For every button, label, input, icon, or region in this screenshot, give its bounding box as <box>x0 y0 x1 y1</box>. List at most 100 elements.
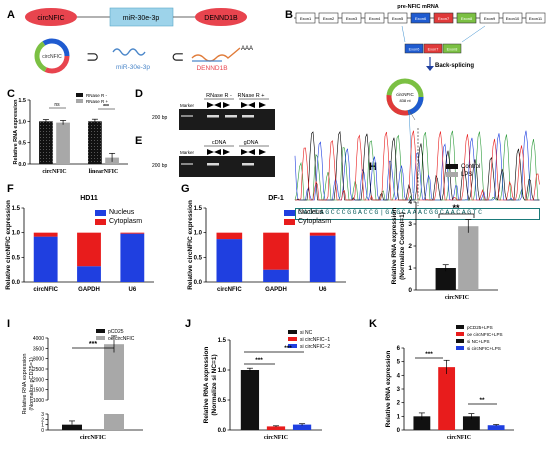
circnfic-ring-icon <box>386 78 424 116</box>
y-tick-label: 2 <box>408 243 412 250</box>
y-axis-label: Relative RNA expression <box>391 208 398 285</box>
significance-label: ** <box>479 397 485 404</box>
exon-label: Exon1 <box>300 16 312 21</box>
bar-oe-circnfic-lps <box>438 367 456 430</box>
x-tick-label: circNFIC <box>80 434 107 441</box>
y-tick-label: 1000 <box>33 398 44 404</box>
x-tick-label: circNFIC <box>217 287 242 293</box>
panel-letter-e: E <box>135 135 143 147</box>
sanger-chromatogram <box>294 130 540 202</box>
legend-label: si NC+LPS <box>467 339 490 344</box>
dennd1b-ellipse <box>195 8 247 26</box>
significance-label: *** <box>425 351 433 358</box>
panel-letter-j: J <box>185 318 192 330</box>
panel-letter-i: I <box>7 318 11 330</box>
y-tick-label: 1.0 <box>12 231 21 237</box>
mirna-squiggle-icon <box>112 48 146 56</box>
chart-title: HD11 <box>80 195 98 202</box>
panel-letter-d: D <box>135 88 143 100</box>
x-tick-label: U6 <box>128 287 136 293</box>
panel-letter-c: C <box>7 88 15 100</box>
exon-box-6 <box>410 12 431 24</box>
bar-si-circnfic-2 <box>292 424 312 430</box>
y-axis-label: Relative RNA expression <box>203 347 210 424</box>
legend-label: Cytoplasm <box>109 218 142 225</box>
bar-rnase-r- <box>56 122 70 164</box>
legend-swatch <box>284 210 295 216</box>
gel-d-label-1: RNase R - <box>206 93 232 99</box>
bar-lps <box>458 226 479 290</box>
exon-box-7 <box>433 12 454 24</box>
ring-length-label: 838 nt <box>399 98 411 103</box>
bar-cytoplasm <box>216 232 243 240</box>
exon-label: Exon6 <box>415 16 427 21</box>
legend-swatch <box>95 210 106 216</box>
legend-label: oe circNFIC <box>108 336 135 342</box>
panel-a-schematic: circNFIC miR-30e-3p DENND1B circNFIC ⊃ ⊂… <box>25 7 253 74</box>
bar-cytoplasm <box>33 232 58 237</box>
y-axis-label-2: (Normalize si NC=1) <box>211 354 218 415</box>
small-exon-row: Exon6 Exon7 Exon8 <box>404 43 462 54</box>
exon-label: Exon2 <box>323 16 335 21</box>
bar-nucleus <box>309 235 336 282</box>
binding-arrow-icon: ⊂ <box>171 49 184 66</box>
significance-label: ns <box>54 102 60 108</box>
bar-nucleus <box>216 239 243 282</box>
y-tick-label: 3 <box>41 412 44 418</box>
x-tick-label: GAPDH <box>78 287 100 293</box>
legend-label: pCD25+LPS <box>467 325 493 330</box>
y-tick-label: 3500 <box>33 346 44 352</box>
y-tick-label: 1 <box>397 414 401 420</box>
bar-cytoplasm <box>263 232 289 270</box>
y-tick-label: 0.0 <box>18 162 26 168</box>
y-tick-label: 6 <box>397 346 401 352</box>
small-exon-label: Exon7 <box>428 48 439 52</box>
ring-name-label: circNFIC <box>396 92 414 97</box>
back-splicing-label: Back-splicing <box>435 63 474 69</box>
y-tick-label: 0 <box>41 428 44 434</box>
chart-h: 0 1 2 3 4 Relative RNA expression (Normalize C… <box>391 164 498 301</box>
binding-arrow-icon: ⊃ <box>86 49 99 66</box>
legend-label: Control <box>461 164 480 170</box>
legend-label: si circNFIC−1 <box>300 337 330 343</box>
legend-label: RNase R - <box>86 93 108 98</box>
y-axis-label: Relative circNFIC expression <box>5 200 12 290</box>
exon-label: Exon3 <box>346 16 358 21</box>
legend-swatch <box>95 219 106 225</box>
y-tick-label: 4 <box>408 199 412 206</box>
exon-label: Exon11 <box>529 16 543 21</box>
y-tick-label: 3000 <box>33 357 44 363</box>
small-exon-box <box>404 43 424 54</box>
chart-k: 0 1 2 3 4 5 6 Relative RNA expression circNFIC pC… <box>385 325 514 441</box>
y-tick-label: 1 <box>41 423 44 429</box>
small-exon-label: Exon8 <box>447 48 458 52</box>
x-tick-label: circNFIC <box>264 435 288 441</box>
legend-label: LPS <box>461 172 472 178</box>
significance-label: ** <box>452 203 460 213</box>
small-exon-box <box>442 43 462 54</box>
mrna-small-label: DENND1B <box>196 65 227 72</box>
exon-box-3 <box>341 12 362 24</box>
gel-image <box>179 109 275 130</box>
legend-label: Nucleus <box>109 209 135 216</box>
exon-label: Exon5 <box>392 16 404 21</box>
legend-label: si NC <box>300 330 313 336</box>
exon-label: Exon8 <box>461 16 473 21</box>
y-tick-label: 1500 <box>33 388 44 394</box>
gel-e-marker-label: Marker <box>180 150 195 155</box>
exon-box-1 <box>295 12 316 24</box>
legend-swatch <box>446 172 458 177</box>
y-tick-label: 1.0 <box>194 231 203 237</box>
pre-mrna-title: pre-NFIC mRNA <box>397 4 439 10</box>
y-tick-label: 4000 <box>33 336 44 342</box>
exon-row: Exon1 Exon2 Exon3 Exon4 Exon5 Exon6 Exon7 Exon8… <box>295 12 546 24</box>
down-arrow-head-icon <box>426 66 434 71</box>
y-axis-label-2: (Normalize Control=1) <box>399 212 406 280</box>
bar-si-nc <box>240 370 260 430</box>
panel-letter-a: A <box>7 9 15 21</box>
y-tick-label: 0.5 <box>18 141 26 147</box>
legend-label: RNase R + <box>86 99 109 104</box>
y-tick-label: 0.0 <box>194 280 203 286</box>
